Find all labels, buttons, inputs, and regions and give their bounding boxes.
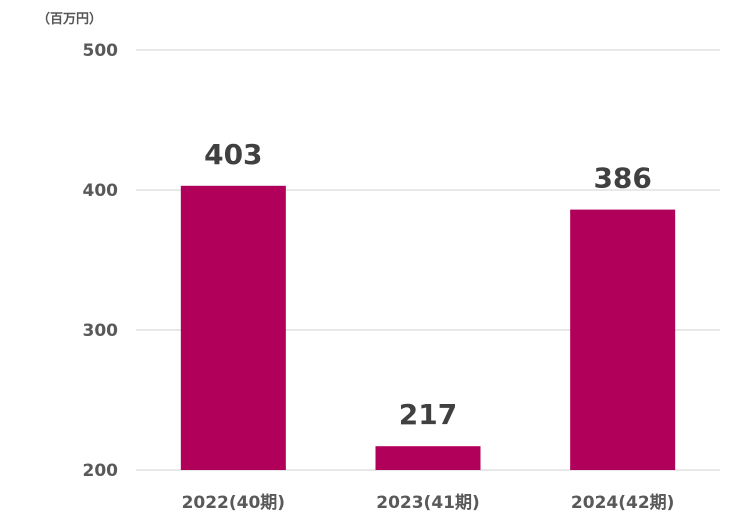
data-label: 386: [593, 162, 651, 195]
y-tick-label: 200: [83, 461, 119, 481]
y-tick-label: 300: [83, 321, 119, 341]
data-label: 403: [204, 138, 262, 171]
data-label: 217: [399, 398, 457, 431]
x-tick-label: 2023(41期): [376, 493, 480, 513]
bar: [180, 185, 286, 471]
bar: [375, 446, 481, 470]
y-tick-label: 400: [83, 181, 119, 201]
bar: [570, 209, 676, 470]
y-tick-label: 500: [83, 41, 119, 61]
x-tick-label: 2022(40期): [182, 493, 286, 513]
x-tick-label: 2024(42期): [571, 493, 675, 513]
unit-label: （百万円）: [37, 12, 103, 27]
